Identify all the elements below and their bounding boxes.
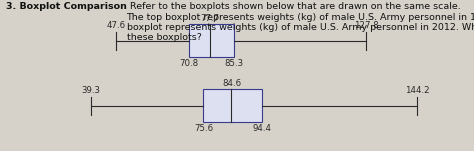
Text: 84.6: 84.6 — [222, 79, 241, 88]
Text: 85.3: 85.3 — [224, 59, 243, 68]
Text: 94.4: 94.4 — [253, 124, 272, 133]
Text: 144.2: 144.2 — [404, 86, 429, 95]
Text: Refer to the boxplots shown below that are drawn on the same scale.
The top boxp: Refer to the boxplots shown below that a… — [127, 2, 474, 42]
Text: 47.6: 47.6 — [107, 21, 126, 30]
Text: 75.6: 75.6 — [194, 124, 213, 133]
Bar — [203, 89, 262, 122]
Text: 39.3: 39.3 — [81, 86, 100, 95]
Bar — [189, 24, 234, 57]
Text: 77.7: 77.7 — [201, 14, 219, 23]
Text: 3. Boxplot Comparison: 3. Boxplot Comparison — [6, 2, 127, 11]
Text: 127.8: 127.8 — [354, 21, 378, 30]
Text: 70.8: 70.8 — [179, 59, 198, 68]
